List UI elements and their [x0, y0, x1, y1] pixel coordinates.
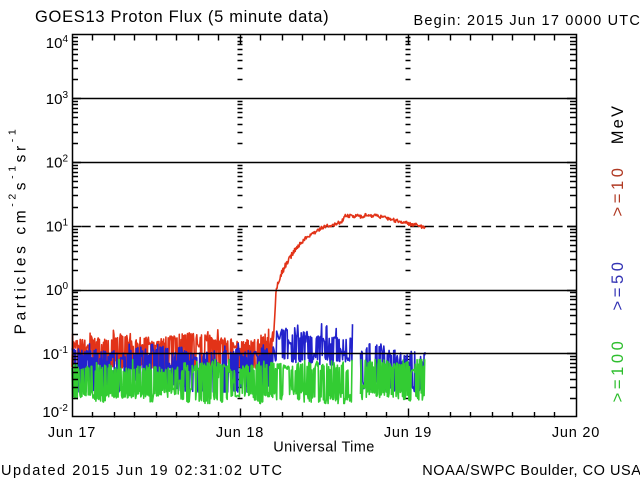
svg-text:Begin: 2015 Jun 17 0000 UTC: Begin: 2015 Jun 17 0000 UTC: [414, 13, 640, 29]
svg-text:GOES13 Proton Flux (5 minute d: GOES13 Proton Flux (5 minute data): [35, 8, 329, 26]
svg-text:NOAA/SWPC Boulder, CO USA: NOAA/SWPC Boulder, CO USA: [422, 463, 640, 479]
svg-text:MeV: MeV: [609, 104, 627, 145]
svg-text:Jun 19: Jun 19: [384, 425, 432, 441]
svg-text:Jun 20: Jun 20: [552, 425, 600, 441]
svg-text:Jun 18: Jun 18: [216, 425, 264, 441]
svg-text:>=10: >=10: [609, 164, 627, 216]
svg-text:Jun 17: Jun 17: [48, 425, 96, 441]
svg-text:Universal Time: Universal Time: [273, 440, 375, 456]
svg-text:Updated 2015 Jun 19 02:31:02 U: Updated 2015 Jun 19 02:31:02 UTC: [1, 463, 284, 479]
svg-text:>=50: >=50: [609, 258, 627, 310]
svg-text:>=100: >=100: [609, 338, 627, 403]
